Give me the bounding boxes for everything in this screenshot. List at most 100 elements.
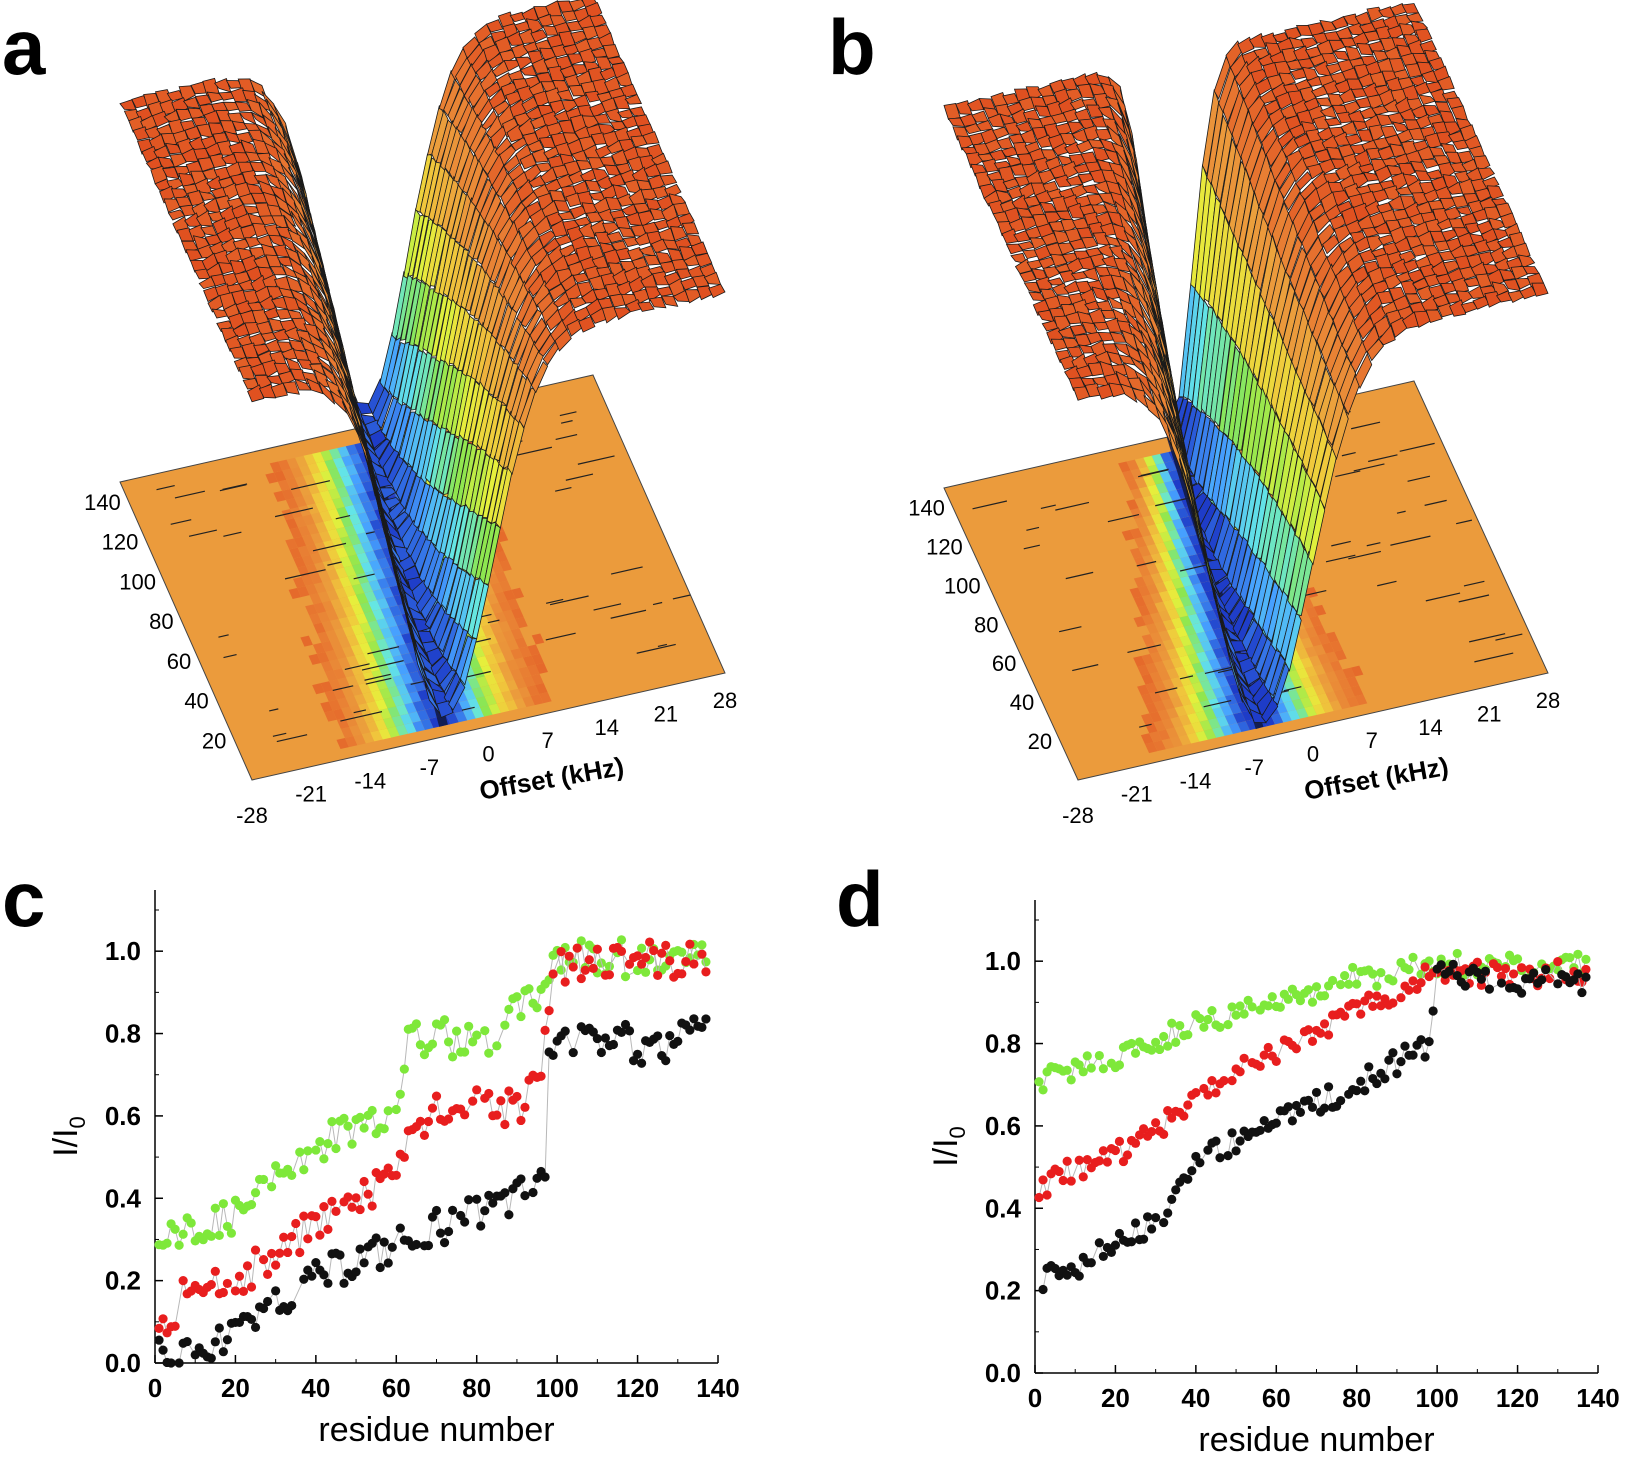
contour-cell (1162, 639, 1176, 651)
contour-cell (367, 620, 381, 632)
contour-cell (1163, 579, 1176, 591)
contour-cell (302, 494, 316, 506)
surface-facet (1345, 133, 1363, 146)
contour-cell (1208, 658, 1222, 670)
data-point (214, 1323, 224, 1333)
contour-line (367, 646, 400, 655)
contour-cell (505, 679, 519, 691)
surface-facet (460, 258, 478, 311)
data-point (1295, 996, 1306, 1006)
contour-cell (1199, 719, 1213, 731)
contour-cell (363, 631, 377, 643)
contour-cell (351, 624, 364, 636)
data-point (242, 1261, 253, 1271)
contour-cell (1130, 488, 1143, 500)
contour-cell (357, 512, 370, 524)
data-point (685, 939, 695, 949)
data-point (399, 1064, 409, 1074)
contour-cell (1150, 572, 1164, 584)
data-point (427, 1039, 438, 1049)
surface-facet (1013, 230, 1031, 243)
data-point (1187, 1166, 1197, 1176)
contour-cell (518, 686, 531, 698)
surface-facet (484, 192, 502, 229)
data-point (383, 1106, 393, 1116)
data-point (1388, 1048, 1398, 1058)
surface-facet (1417, 145, 1435, 161)
contour-cell (363, 651, 376, 663)
contour-cell (1144, 742, 1158, 754)
contour-cell (289, 547, 302, 559)
contour-cell (1291, 698, 1305, 710)
contour-line (1138, 469, 1169, 478)
data-point (234, 1271, 245, 1281)
contour-line (1348, 550, 1381, 560)
data-point (339, 1113, 349, 1123)
contour-cell (383, 717, 396, 729)
surface-facet (966, 98, 985, 112)
data-point (1038, 1284, 1048, 1295)
contour-cell (1187, 693, 1200, 704)
data-point (1404, 985, 1414, 995)
y-tick-label: 100 (944, 573, 981, 598)
data-point (616, 946, 627, 956)
data-point (665, 1030, 675, 1041)
data-point (1271, 1056, 1281, 1067)
data-point (1042, 1190, 1052, 1200)
contour-cell (518, 666, 532, 678)
contour-cell (1149, 731, 1162, 743)
contour-cell (1171, 637, 1184, 649)
data-point (218, 1199, 228, 1209)
contour-cell (334, 587, 348, 599)
contour-cell (1179, 615, 1193, 627)
contour-cell (527, 644, 540, 656)
contour-cell (1199, 700, 1213, 711)
series-black (154, 1014, 711, 1368)
surface-facet (624, 93, 643, 105)
contour-cell (340, 495, 354, 507)
surface-facet (664, 183, 682, 199)
contour-cell (1175, 586, 1189, 598)
contour-cell (1329, 660, 1343, 672)
contour-cell (502, 630, 515, 642)
contour-cell (309, 593, 323, 605)
contour-line (361, 660, 404, 671)
contour-line (565, 473, 594, 481)
data-point (1295, 1107, 1306, 1118)
contour-cell (269, 461, 283, 473)
contour-cell (484, 694, 497, 706)
contour-cell (350, 684, 363, 696)
contour-cell (325, 670, 338, 682)
contour-cell (1166, 727, 1179, 739)
contour-cell (1149, 711, 1162, 723)
contour-cell (1129, 547, 1143, 559)
surface-facet (1347, 109, 1366, 125)
contour-cell (343, 565, 357, 577)
contour-cell (1146, 544, 1160, 555)
data-point (685, 1025, 695, 1035)
x-tick-label: 0 (482, 742, 494, 767)
data-point (472, 1030, 482, 1040)
data-point (315, 1230, 325, 1240)
contour-line (1040, 504, 1056, 510)
contour-cell (1204, 649, 1217, 661)
surface-facet (365, 452, 383, 507)
data-point (701, 1014, 711, 1024)
contour-cell (385, 596, 398, 608)
contour-line (327, 561, 342, 566)
data-point (1183, 1174, 1193, 1184)
data-point (1155, 1044, 1165, 1055)
contour-cell (329, 659, 342, 671)
contour-cell (331, 517, 345, 529)
contour-line (344, 663, 370, 671)
data-point (1348, 962, 1358, 973)
contour-cell (1325, 671, 1339, 683)
contour-cell (353, 734, 366, 746)
contour-cell (388, 665, 401, 678)
contour-cell (1149, 671, 1163, 683)
surface-facet (669, 226, 688, 242)
data-point (488, 1198, 498, 1208)
contour-cell (1304, 705, 1317, 717)
data-point (411, 1239, 421, 1250)
contour-cell (480, 705, 493, 717)
